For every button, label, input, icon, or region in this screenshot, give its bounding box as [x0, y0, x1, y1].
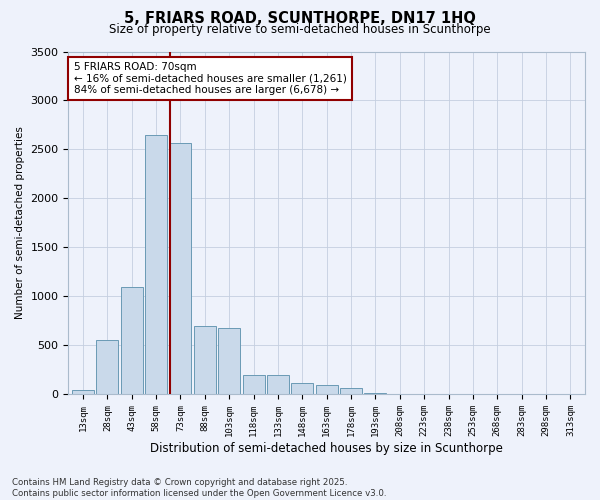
- Bar: [364, 392, 386, 394]
- Text: Contains HM Land Registry data © Crown copyright and database right 2025.
Contai: Contains HM Land Registry data © Crown c…: [12, 478, 386, 498]
- Text: Size of property relative to semi-detached houses in Scunthorpe: Size of property relative to semi-detach…: [109, 22, 491, 36]
- Bar: [72, 390, 94, 394]
- Bar: [292, 382, 313, 394]
- Text: 5, FRIARS ROAD, SCUNTHORPE, DN17 1HQ: 5, FRIARS ROAD, SCUNTHORPE, DN17 1HQ: [124, 11, 476, 26]
- Bar: [121, 286, 143, 395]
- Bar: [194, 326, 216, 394]
- Bar: [170, 142, 191, 394]
- Bar: [340, 388, 362, 394]
- Bar: [242, 375, 265, 394]
- Bar: [218, 328, 240, 394]
- Bar: [145, 135, 167, 394]
- Bar: [267, 376, 289, 394]
- X-axis label: Distribution of semi-detached houses by size in Scunthorpe: Distribution of semi-detached houses by …: [150, 442, 503, 455]
- Text: 5 FRIARS ROAD: 70sqm
← 16% of semi-detached houses are smaller (1,261)
84% of se: 5 FRIARS ROAD: 70sqm ← 16% of semi-detac…: [74, 62, 346, 95]
- Bar: [316, 384, 338, 394]
- Y-axis label: Number of semi-detached properties: Number of semi-detached properties: [15, 126, 25, 320]
- Bar: [97, 340, 118, 394]
